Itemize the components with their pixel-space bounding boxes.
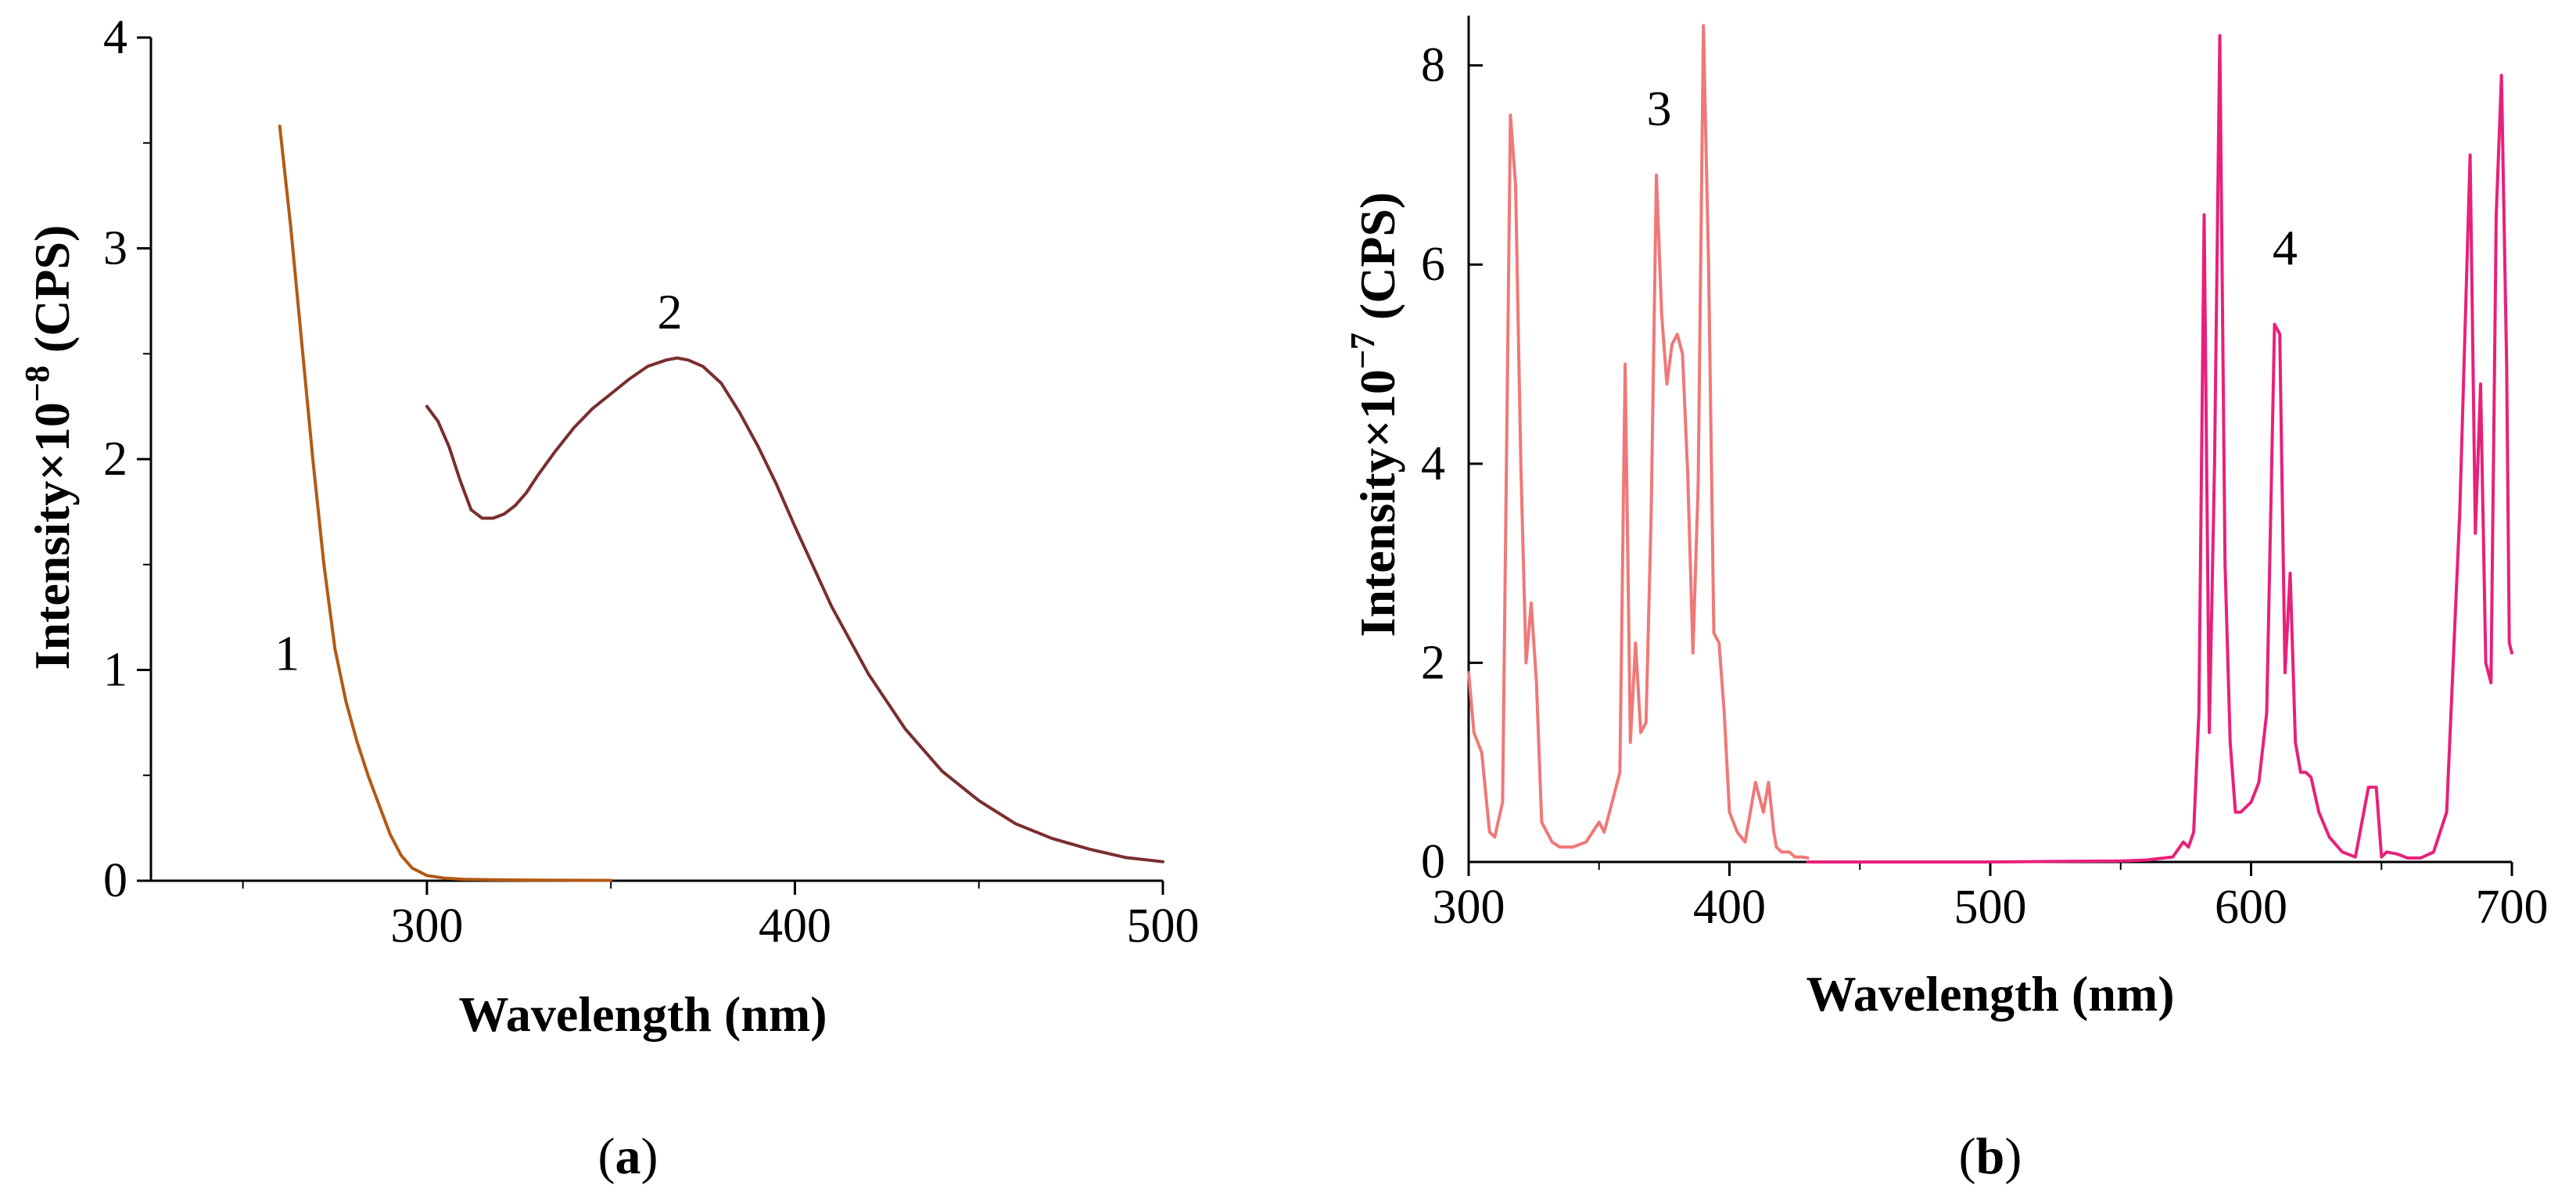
panel-b-axes: 0 2 4 6 8 300 400 500 600 700 (1421, 16, 2549, 934)
series-4-label: 4 (2273, 220, 2298, 275)
x-tick-label: 400 (1693, 881, 1766, 934)
panel-a-x-axis-title: Wavelength (nm) (458, 986, 827, 1042)
y-tick-label: 8 (1421, 39, 1445, 92)
panel-a-caption-letter: a (615, 1128, 641, 1185)
series-2-line (425, 356, 1164, 864)
x-tick-label: 400 (759, 900, 831, 953)
series-4-line (1806, 34, 2513, 864)
panel-a-labels: 12 (274, 284, 682, 681)
series-3-line (1467, 23, 1810, 860)
y-tick-label: 0 (103, 854, 127, 907)
panel-b-caption: (b) (1959, 1128, 2022, 1185)
y-tick-label: 2 (1421, 636, 1445, 689)
y-tick-label: 4 (103, 11, 127, 64)
series-3-label: 3 (1646, 81, 1671, 136)
x-tick-label: 700 (2476, 881, 2549, 934)
series-1-line (278, 124, 613, 882)
panel-a-caption: (a) (598, 1128, 658, 1185)
y-tick-label: 4 (1421, 437, 1445, 490)
panel-b-x-axis-title: Wavelength (nm) (1806, 966, 2174, 1022)
panel-b-series (1467, 23, 2513, 864)
y-tick-label: 6 (1421, 238, 1445, 291)
y-tick-label: 0 (1421, 835, 1445, 889)
series-1-label: 1 (274, 626, 300, 681)
x-tick-label: 500 (1127, 900, 1200, 953)
x-tick-label: 500 (1954, 881, 2027, 934)
panel-a-y-axis-title: Intensity×10−8 (CPS) (18, 225, 80, 670)
panel-b-labels: 34 (1646, 81, 2297, 275)
y-tick-label: 1 (103, 644, 127, 697)
panel-b-y-axis-title: Intensity×10−7 (CPS) (1344, 192, 1405, 637)
panel-b-caption-letter: b (1976, 1128, 2005, 1185)
x-tick-label: 300 (1433, 881, 1505, 934)
y-tick-label: 2 (103, 433, 127, 486)
x-tick-label: 300 (390, 900, 463, 953)
y-tick-label: 3 (103, 222, 127, 275)
panel-a-series (278, 124, 1164, 882)
x-tick-label: 600 (2215, 881, 2287, 934)
series-2-label: 2 (657, 284, 682, 339)
